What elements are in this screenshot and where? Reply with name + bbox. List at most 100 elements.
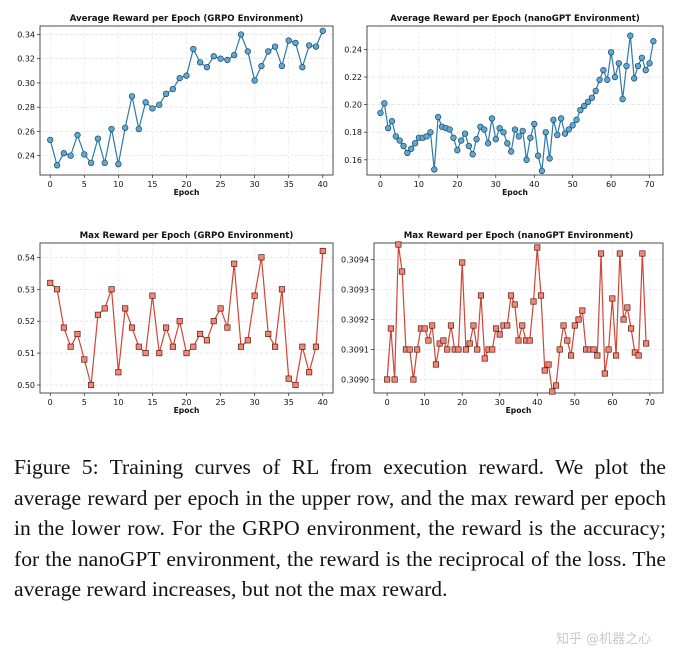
data-point [444, 346, 451, 353]
data-point [196, 59, 204, 66]
chart-title: Average Reward per Epoch (GRPO Environme… [70, 14, 304, 24]
data-point [399, 268, 406, 275]
data-point [258, 254, 265, 261]
data-point [470, 322, 477, 329]
data-point [231, 51, 238, 59]
data-point [423, 133, 430, 140]
data-point [565, 126, 572, 133]
x-tick-label: 40 [318, 180, 328, 189]
x-tick-label: 10 [113, 398, 123, 407]
data-point [101, 305, 108, 312]
y-tick-label: 0.26 [17, 127, 35, 136]
data-point [538, 167, 546, 175]
data-point [217, 305, 224, 312]
data-point [635, 352, 642, 359]
x-tick-label: 0 [48, 398, 53, 407]
data-point [556, 346, 563, 353]
data-point [108, 286, 115, 293]
data-point [384, 376, 391, 383]
data-point [271, 43, 279, 50]
data-point [231, 260, 238, 267]
chart-title: Average Reward per Epoch (nanoGPT Enviro… [390, 14, 640, 24]
x-axis-label: Epoch [174, 406, 200, 415]
data-point [190, 343, 197, 350]
data-point [446, 126, 453, 133]
data-point [60, 150, 67, 157]
data-point [527, 134, 534, 141]
x-tick-label: 40 [318, 398, 328, 407]
data-point [377, 109, 384, 117]
data-point [619, 95, 626, 103]
data-point [163, 324, 170, 331]
data-point [496, 124, 503, 132]
data-point [515, 133, 522, 140]
data-point [634, 62, 642, 70]
data-point [639, 250, 646, 257]
data-point [67, 152, 74, 159]
data-point [432, 361, 439, 368]
data-point [319, 247, 326, 255]
x-axis-label: Epoch [174, 188, 200, 197]
x-tick-label: 50 [568, 180, 578, 189]
data-point [312, 43, 320, 50]
data-point [135, 343, 142, 350]
data-point [115, 160, 122, 168]
data-point [319, 27, 326, 34]
data-point [454, 147, 461, 154]
data-point [604, 76, 611, 83]
data-point [142, 350, 149, 357]
data-point [203, 64, 211, 71]
x-tick-label: 15 [147, 180, 157, 189]
y-tick-label: 0.22 [344, 73, 362, 82]
data-point [425, 337, 432, 344]
data-point [469, 151, 476, 158]
data-point [549, 388, 556, 395]
data-point [488, 115, 496, 122]
plot-frame [366, 25, 664, 176]
x-tick-label: 10 [414, 180, 424, 189]
data-point [156, 101, 163, 108]
data-point [519, 322, 526, 329]
data-point [272, 343, 279, 350]
data-point [588, 94, 596, 101]
data-point [601, 370, 608, 377]
data-point [203, 337, 210, 344]
data-point [162, 90, 170, 97]
data-point [546, 155, 553, 162]
x-tick-label: 25 [215, 398, 225, 407]
data-point [638, 54, 646, 61]
data-point [537, 292, 545, 299]
data-point [74, 330, 81, 338]
data-point [459, 259, 466, 266]
data-point [492, 325, 500, 332]
data-point [292, 381, 299, 389]
x-tick-label: 40 [529, 180, 539, 189]
watermark-logo: 知乎 @机器之心 [556, 628, 676, 652]
data-point [285, 375, 292, 382]
data-point [395, 241, 402, 248]
data-point [650, 38, 657, 45]
x-tick-label: 60 [607, 398, 617, 407]
data-point [60, 324, 67, 331]
x-tick-label: 5 [82, 180, 87, 189]
data-point [414, 346, 421, 353]
data-point [534, 244, 541, 251]
y-tick-label: 0.24 [344, 45, 362, 54]
data-point [94, 311, 101, 318]
data-point [523, 156, 530, 163]
data-point [569, 122, 576, 129]
data-point [122, 124, 129, 131]
data-point [135, 125, 142, 133]
data-point [646, 60, 653, 67]
data-point [384, 124, 392, 132]
data-point [581, 102, 588, 110]
x-tick-label: 10 [113, 180, 123, 189]
series-line [379, 35, 654, 172]
data-point [244, 48, 251, 55]
x-tick-label: 50 [570, 398, 580, 407]
data-point [605, 346, 612, 353]
x-tick-label: 20 [457, 398, 467, 407]
x-tick-label: 30 [250, 180, 260, 189]
data-point [265, 330, 272, 338]
data-point [265, 48, 272, 55]
